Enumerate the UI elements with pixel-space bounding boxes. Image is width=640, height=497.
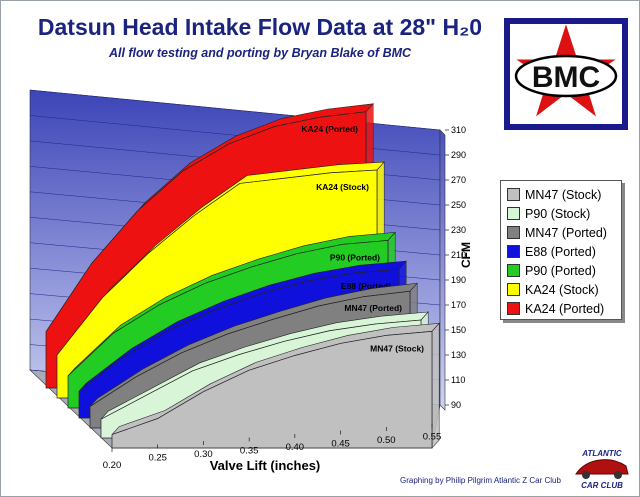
x-tick-label: 0.30 [194, 449, 213, 460]
y-tick-label: 250 [451, 200, 466, 210]
series-label: MN47 (Ported) [344, 303, 402, 313]
y-tick-label: 150 [451, 325, 466, 335]
legend-swatch [507, 188, 520, 201]
y-tick-label: 90 [451, 400, 461, 410]
legend-swatch [507, 302, 520, 315]
y-tick-label: 130 [451, 350, 466, 360]
club-logo-bottom: CAR CLUB [581, 481, 623, 490]
legend-label: MN47 (Stock) [525, 187, 602, 202]
legend-swatch [507, 283, 520, 296]
legend-item: MN47 (Stock) [507, 185, 621, 204]
y-tick-label: 190 [451, 275, 466, 285]
y-tick-label: 270 [451, 175, 466, 185]
legend-label: KA24 (Stock) [525, 282, 599, 297]
y-axis: 90 110 130 150 170 190 210 230 250 270 290 310 [445, 125, 466, 410]
legend-swatch [507, 207, 520, 220]
x-tick-label: 0.35 [240, 446, 259, 457]
logo-text: BMC [532, 61, 600, 94]
x-tick-label: 0.55 [423, 432, 442, 443]
logo-oval [514, 54, 618, 98]
legend-item: P90 (Ported) [507, 261, 621, 280]
legend-item: E88 (Ported) [507, 242, 621, 261]
series-label: KA24 (Stock) [316, 182, 369, 192]
y-tick-label: 230 [451, 225, 466, 235]
legend-swatch [507, 264, 520, 277]
y-axis-label: CFM [459, 242, 473, 268]
bmc-logo: BMC [504, 18, 628, 130]
atlantic-z-car-club-logo: ATLANTIC CAR CLUB [575, 449, 629, 490]
y-tick-label: 290 [451, 150, 466, 160]
club-logo-top: ATLANTIC [581, 449, 622, 458]
legend-label: E88 (Ported) [525, 244, 596, 259]
y-tick-label: 210 [451, 250, 466, 260]
legend-item: KA24 (Ported) [507, 299, 621, 318]
x-tick-label: 0.25 [148, 453, 167, 464]
y-tick-label: 310 [451, 125, 466, 135]
chart-subtitle: All flow testing and porting by Bryan Bl… [108, 46, 412, 60]
legend-label: P90 (Ported) [525, 263, 596, 278]
series-label: P90 (Ported) [330, 252, 380, 262]
legend: MN47 (Stock) P90 (Stock) MN47 (Ported) E88 … [500, 180, 622, 320]
chart-title: Datsun Head Intake Flow Data at 28" H₂0 [37, 14, 483, 40]
ribbon-end [431, 322, 440, 449]
y-tick-label: 110 [451, 375, 465, 385]
legend-label: KA24 (Ported) [525, 301, 605, 316]
legend-item: P90 (Stock) [507, 204, 621, 223]
x-tick-label: 0.45 [331, 439, 350, 450]
legend-item: MN47 (Ported) [507, 223, 621, 242]
legend-label: MN47 (Ported) [525, 225, 607, 240]
x-tick-label: 0.20 [103, 460, 122, 471]
series-label: E88 (Ported) [341, 281, 391, 291]
x-axis: 0.20 0.25 0.30 0.35 0.40 0.45 0.50 0.55 [103, 423, 442, 471]
series-label: KA24 (Ported) [301, 124, 358, 134]
x-tick-label: 0.40 [286, 442, 305, 453]
side-wall [439, 129, 446, 411]
series-label: MN47 (Stock) [370, 343, 424, 353]
legend-swatch [507, 245, 520, 258]
y-tick-label: 170 [451, 300, 466, 310]
credit-text: Graphing by Philip Pilgrim Atlantic Z Ca… [400, 476, 561, 485]
legend-item: KA24 (Stock) [507, 280, 621, 299]
series-ribbons: KA24 (Ported) KA24 (Stock) P90 (Ported) E88… [45, 102, 440, 449]
legend-label: P90 (Stock) [525, 206, 591, 221]
legend-swatch [507, 226, 520, 239]
series-mn47-stock-: MN47 (Stock) [111, 322, 440, 449]
x-axis-label: Valve Lift (inches) [210, 458, 321, 473]
ribbon-front [111, 330, 433, 449]
x-tick-label: 0.50 [377, 435, 396, 446]
z-car-icon [575, 459, 629, 475]
